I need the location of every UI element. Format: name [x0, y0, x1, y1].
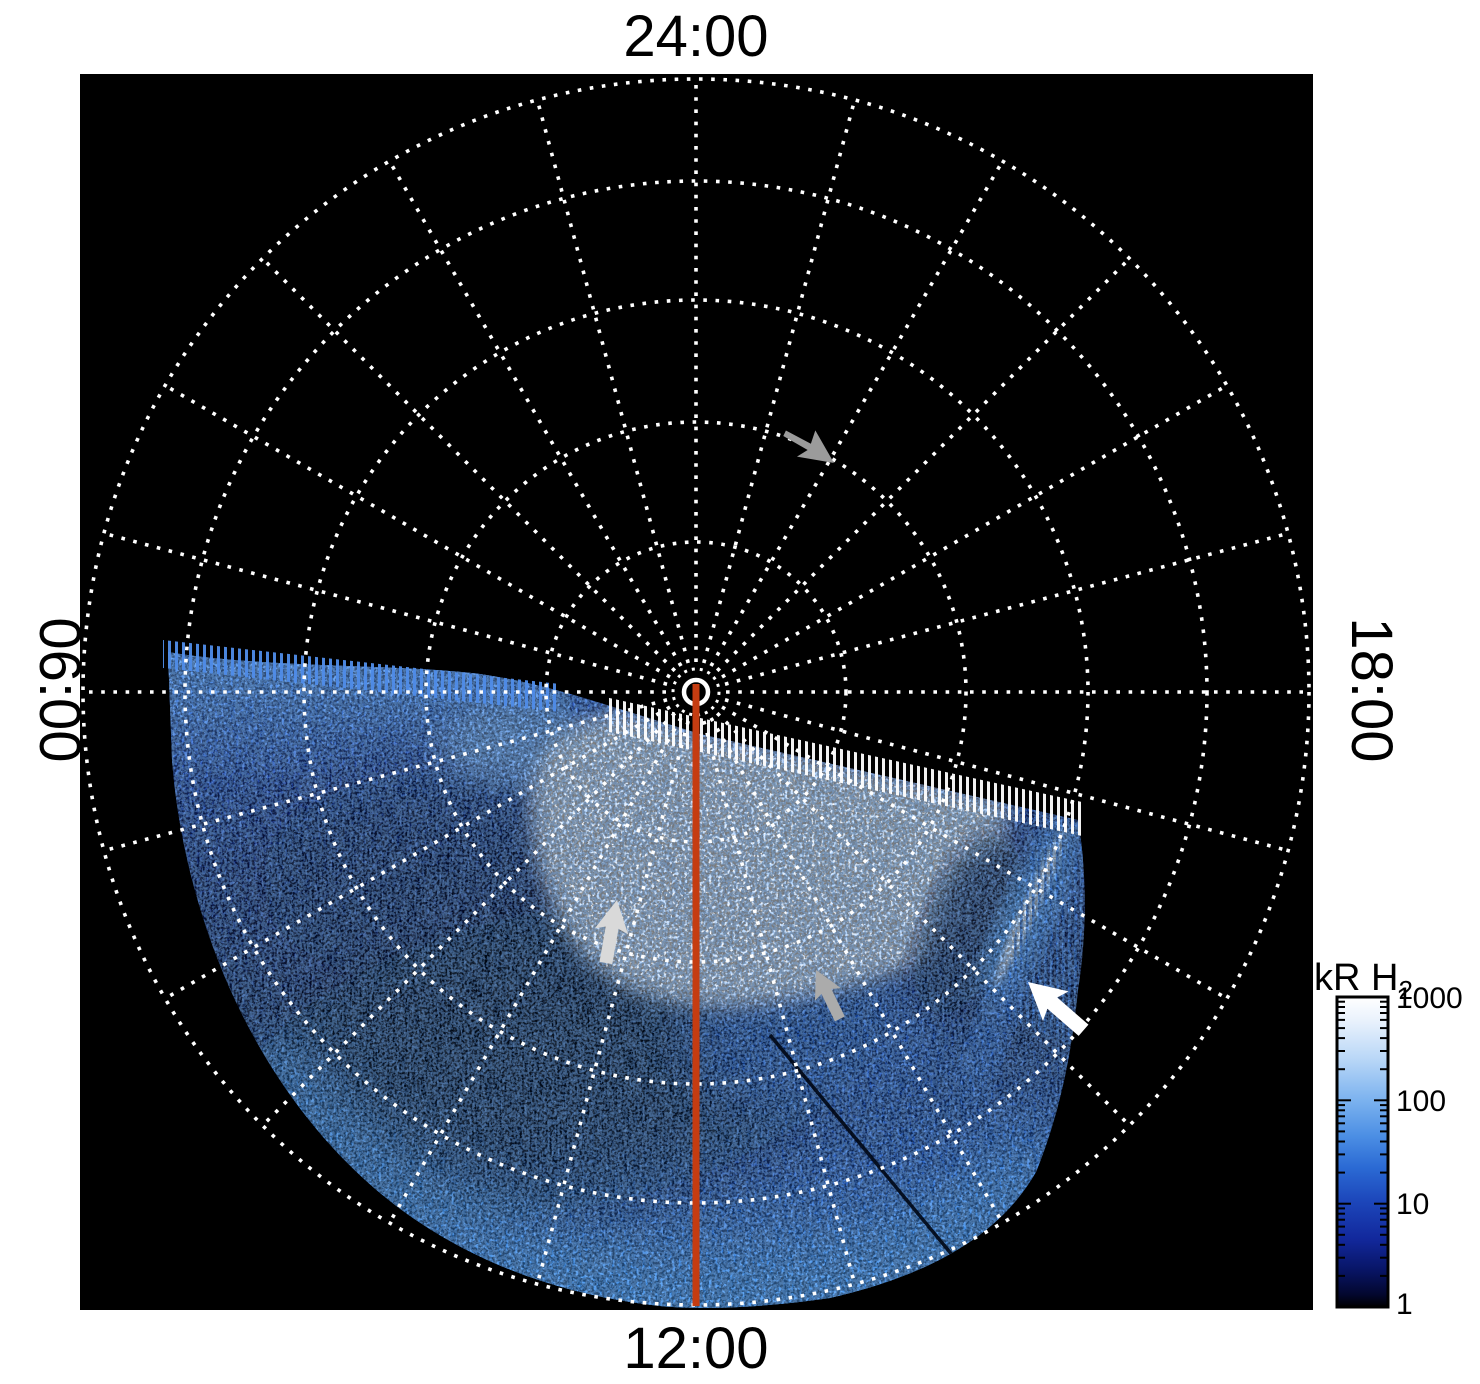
grid-ring: [183, 179, 1209, 1205]
label-1200: 12:00: [623, 1316, 768, 1381]
grid-ring: [424, 420, 968, 964]
colorbar-tick-10: 10: [1396, 1188, 1429, 1221]
label-2400: 24:00: [623, 4, 768, 69]
colorbar: kR H2 1000 100 10 1: [1314, 957, 1463, 1321]
label-0600: 06:00: [27, 617, 92, 762]
colorbar-title-text: kR H: [1314, 957, 1398, 999]
colorbar-title: kR H2: [1314, 957, 1413, 1005]
colorbar-tick-marks: [1337, 1000, 1388, 1308]
colorbar-tick-100: 100: [1396, 1085, 1446, 1118]
aurora-comb-edge-blue: [163, 640, 560, 712]
aurora-artifact-line: [768, 1033, 960, 1264]
aurora-comb-edge-white: [605, 697, 1082, 836]
colorbar-gradient-bar: [1335, 995, 1390, 1309]
colorbar-tick-1000: 1000: [1396, 982, 1463, 1015]
label-1800: 18:00: [1339, 617, 1404, 762]
colorbar-tick-1: 1: [1396, 1288, 1413, 1321]
pole-dotted-ring: [671, 667, 721, 717]
grid-ring: [302, 298, 1090, 1086]
colorbar-title-subscript: 2: [1398, 975, 1412, 1005]
grid-ring: [544, 540, 848, 844]
polar-grid-rings: [81, 77, 1311, 1307]
grid-ring: [81, 77, 1311, 1307]
